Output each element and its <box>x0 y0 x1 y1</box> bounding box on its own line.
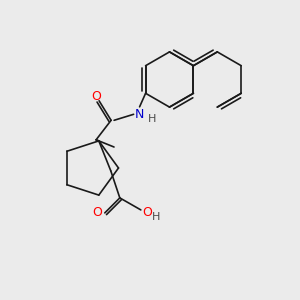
Text: O: O <box>91 90 101 103</box>
Text: O: O <box>142 206 152 219</box>
Text: N: N <box>135 108 144 121</box>
Text: O: O <box>92 206 102 219</box>
Text: H: H <box>147 114 156 124</box>
Text: H: H <box>152 212 160 222</box>
